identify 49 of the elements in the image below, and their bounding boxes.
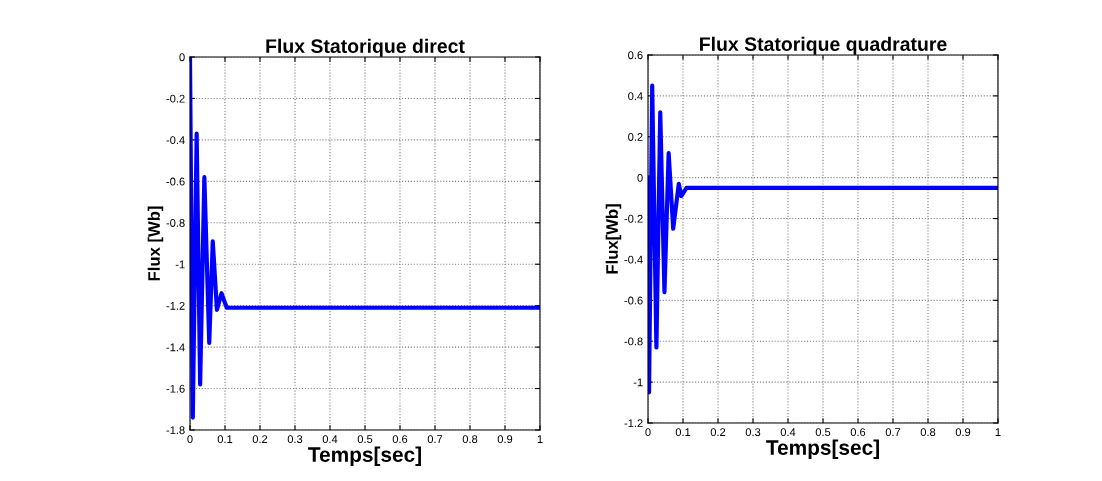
y-tick-label: -1.8	[166, 426, 185, 435]
y-tick-label: 0.4	[628, 92, 643, 101]
x-tick-label: 0.3	[745, 428, 761, 437]
x-tick-label: 0.9	[497, 435, 513, 444]
x-tick-label: 1	[537, 435, 543, 443]
y-tick-label: -1.4	[166, 343, 185, 352]
x-tick-label: 0.2	[252, 435, 268, 444]
x-tick-label: 0	[187, 435, 193, 444]
y-axis-title: Flux[Wb]	[605, 204, 622, 274]
y-tick-label: -0.2	[624, 214, 643, 223]
y-tick-label: -0.4	[624, 255, 643, 264]
y-tick-label: -1	[175, 260, 185, 269]
x-tick-label: 0	[645, 428, 651, 437]
x-tick-label: 0.5	[815, 428, 831, 437]
y-tick-label: -0.8	[166, 219, 185, 227]
x-tick-label: 0.4	[322, 435, 338, 444]
x-axis-title: Temps[sec]	[766, 439, 879, 460]
y-tick-label: -0.6	[166, 177, 185, 186]
x-tick-label: 0.8	[462, 435, 478, 444]
y-tick-label: -1.6	[166, 384, 185, 393]
chart-title: Flux Statorique direct	[266, 38, 465, 57]
y-tick-label: -1.2	[624, 419, 643, 428]
x-tick-label: 0.2	[710, 428, 726, 437]
x-tick-label: 0.5	[357, 435, 373, 444]
line-series	[648, 83, 998, 395]
y-axis-title: Flux [Wb]	[147, 206, 164, 281]
x-tick-label: 1	[995, 428, 1001, 436]
y-tick-label: 0	[637, 173, 643, 182]
x-tick-label: 0.3	[287, 435, 303, 444]
x-tick-label: 0.1	[217, 435, 233, 444]
chart-title: Flux Statorique quadrature	[700, 36, 947, 55]
x-tick-label: 0.6	[850, 428, 866, 437]
y-tick-label: -1	[633, 378, 643, 387]
y-tick-label: -1.2	[166, 301, 185, 310]
y-tick-label: 0.2	[628, 133, 643, 141]
x-tick-label: 0.7	[885, 428, 901, 437]
y-tick-label: -0.2	[166, 94, 185, 103]
x-axis-title: Temps[sec]	[308, 446, 421, 467]
y-tick-label: -0.6	[624, 296, 643, 305]
x-tick-label: 0.4	[780, 428, 796, 437]
y-tick-label: 0.6	[628, 51, 643, 60]
x-tick-label: 0.7	[427, 435, 443, 444]
y-tick-label: -0.4	[166, 136, 185, 145]
y-tick-label: -0.8	[624, 337, 643, 346]
x-tick-label: 0.8	[920, 428, 936, 437]
x-tick-label: 0.9	[955, 428, 971, 437]
x-tick-label: 0.6	[392, 435, 408, 444]
x-tick-label: 0.1	[675, 428, 691, 437]
y-tick-label: 0	[179, 53, 185, 62]
